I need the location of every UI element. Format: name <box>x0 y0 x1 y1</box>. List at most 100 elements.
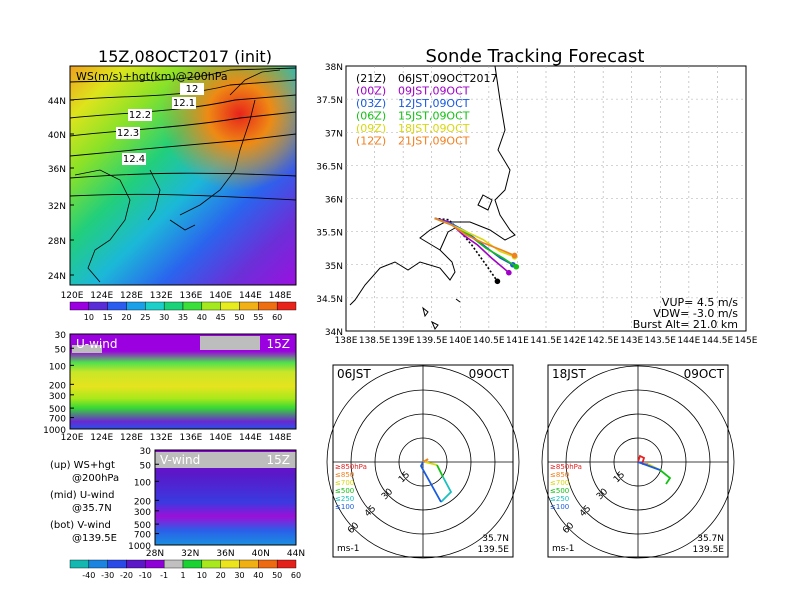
hodograph-level-label: ≤100 <box>335 503 354 511</box>
wind-colorbar-label: 20 <box>216 571 226 580</box>
hodograph-lat: 35.7N <box>482 534 509 544</box>
ws-colorbar-label: 40 <box>197 313 207 322</box>
hodograph-trace <box>422 458 429 463</box>
contour-label: 12 <box>186 84 199 95</box>
pressure-label: 700 <box>49 415 66 425</box>
track-lat-label: 37N <box>325 129 343 139</box>
pressure-label: 100 <box>134 478 151 488</box>
contour-label-bg <box>116 127 140 139</box>
wind-colorbar-label: 1 <box>180 571 185 580</box>
pressure-label: 200 <box>134 497 151 507</box>
track-lon-label: 143E <box>620 336 643 346</box>
pressure-label: 500 <box>49 405 66 415</box>
vwind-lat-label: 28N <box>146 549 164 559</box>
wind-colorbar-swatch <box>145 559 165 569</box>
track-lon-labels: 138E 138.5E 139E 139.5E 140E 140.5E 141E 141.5E… <box>335 336 758 346</box>
pressure-label: 700 <box>134 531 151 541</box>
uwind-label: U-wind <box>76 337 117 351</box>
map-lat-label: 28N <box>48 237 66 247</box>
track-lat-label: 34.5N <box>316 295 343 305</box>
vwind-lat-label: 32N <box>181 549 199 559</box>
hodograph-level-label: ≤100 <box>550 503 569 511</box>
track-legend-utc: (06Z) <box>356 110 386 123</box>
map-lat-label: 24N <box>48 272 66 282</box>
ws-colorbar-swatch <box>201 301 221 311</box>
right-title: Sonde Tracking Forecast <box>426 46 645 67</box>
track-lon-label: 144E <box>677 336 700 346</box>
pressure-label: 50 <box>140 461 152 471</box>
wind-colorbar-swatch <box>163 559 184 569</box>
uwind-lon-label: 120E <box>61 433 84 443</box>
panel-legend: (up) WS+hgt @200hPa (mid) U-wind @35.7N … <box>50 460 119 544</box>
ws-colorbar-label: 30 <box>159 313 169 322</box>
track-lat-label: 35N <box>325 262 343 272</box>
track-lat-labels: 38N 37.5N 37N 36.5N 36N 35.5N 35N 34.5N 34N <box>316 63 343 338</box>
hodograph-time: 06JST <box>337 367 371 381</box>
track-panel: 38N 37.5N 37N 36.5N 36N 35.5N 35N 34.5N 34N 138E… <box>316 63 758 346</box>
track-legend-jst: 18JST,09OCT <box>398 122 470 135</box>
track-grid <box>346 66 746 331</box>
wind-colorbar-label: 10 <box>197 571 207 580</box>
track-lat-label: 35.5N <box>316 229 343 239</box>
hodograph-level-label: ≥850hPa <box>335 463 367 471</box>
hodograph-unit: ms-1 <box>552 544 574 554</box>
map-lon-label: 128E <box>120 291 143 301</box>
ws-colorbar: 10 15 20 25 30 35 40 45 50 55 60 <box>69 301 297 322</box>
contour-label-bg <box>180 83 204 95</box>
track-legend-utc: (03Z) <box>356 97 386 110</box>
uwind-lon-label: 136E <box>180 433 203 443</box>
vdw-text: VDW= -3.0 m/s <box>653 307 738 320</box>
track-lon-label: 144.5E <box>702 336 734 346</box>
contour-label-bg <box>122 153 146 165</box>
hodograph-level-label: ≤850 <box>335 471 354 479</box>
ws-colorbar-label: 55 <box>253 313 263 322</box>
track-lines <box>434 217 520 285</box>
track-lon-label: 140E <box>449 336 472 346</box>
track-lat-label: 36N <box>325 196 343 206</box>
hodograph-time: 18JST <box>552 367 586 381</box>
pressure-label: 30 <box>140 447 152 457</box>
track-line <box>434 217 499 282</box>
uwind-gray-patch-2 <box>72 345 102 353</box>
vwind-gray-patch <box>155 452 296 468</box>
track-lon-label: 142.5E <box>587 336 619 346</box>
track-lon-label: 139.5E <box>416 336 448 346</box>
wind-colorbar-label: -30 <box>101 571 114 580</box>
vwind-time: 15Z <box>267 453 291 467</box>
uwind-lon-label: 140E <box>209 433 232 443</box>
map-lon-label: 148E <box>269 291 292 301</box>
legend-mid-2: @35.7N <box>72 503 112 514</box>
contour-label: 12.1 <box>173 98 195 109</box>
wind-colorbar-swatch <box>88 559 108 569</box>
uwind-gray-patch <box>200 336 260 350</box>
wind-colorbar-label: -20 <box>120 571 133 580</box>
wind-colorbar-label: 50 <box>272 571 282 580</box>
ws-map-label: WS(m/s)+hgt(km)@200hPa <box>76 70 228 83</box>
hodograph-trace <box>419 461 442 503</box>
track-lon-label: 138E <box>335 336 358 346</box>
wind-colorbar-swatch <box>239 559 259 569</box>
hodograph-level-label: ≤850 <box>550 471 569 479</box>
contour-label-bg <box>172 97 196 109</box>
hodograph-trace <box>440 476 453 503</box>
height-contours <box>69 67 297 201</box>
wind-colorbar-label: -40 <box>82 571 95 580</box>
ws-colorbar-label: 25 <box>140 313 150 322</box>
wind-colorbar-swatch <box>258 559 278 569</box>
hodograph-level-label: ≤250 <box>335 495 354 503</box>
map-lon-label: 144E <box>239 291 262 301</box>
pressure-label: 200 <box>49 381 66 391</box>
map-lon-label: 132E <box>150 291 173 301</box>
track-lon-label: 140.5E <box>473 336 505 346</box>
track-legend-utc: (00Z) <box>356 85 386 98</box>
map-lon-label: 120E <box>61 291 84 301</box>
contour-label: 12.2 <box>129 110 151 121</box>
pressure-label: 300 <box>49 392 66 402</box>
track-endpoint <box>513 263 520 270</box>
track-lon-label: 142E <box>563 336 586 346</box>
map-lat-labels: 44N 40N 36N 32N 28N 24N <box>48 97 74 282</box>
track-lat-label: 34N <box>325 328 343 338</box>
